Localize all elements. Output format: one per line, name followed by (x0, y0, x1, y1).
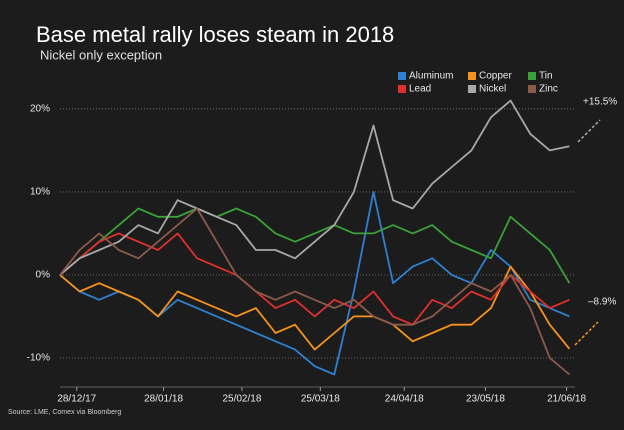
series-line (59, 207, 570, 376)
chart-title: Base metal rally loses steam in 2018 (36, 22, 394, 47)
legend-label: Copper (479, 71, 512, 82)
series-line (59, 191, 570, 376)
y-tick-label: -10% (27, 353, 50, 364)
annotation: +15.5% (583, 97, 617, 108)
legend-label: Tin (539, 71, 553, 82)
x-tick-label: 25/03/18 (301, 394, 340, 405)
legend-swatch (398, 85, 406, 93)
y-tick-label: 20% (30, 104, 50, 115)
legend-label: Zinc (539, 84, 558, 95)
series-line (59, 265, 571, 351)
y-tick-label: 0% (36, 270, 51, 281)
series-line (59, 207, 571, 284)
legend-label: Nickel (479, 84, 506, 95)
chart-subtitle: Nickel only exception (40, 47, 162, 62)
x-tick-label: 21/06/18 (547, 394, 586, 405)
legend-swatch (528, 85, 536, 93)
legend-swatch (468, 72, 476, 80)
legend-swatch (468, 85, 476, 93)
series-line (59, 232, 570, 326)
legend-swatch (528, 72, 536, 80)
annotation-arrow (574, 321, 599, 346)
x-tick-label: 25/02/18 (222, 394, 261, 405)
annotation: –8.9% (588, 297, 616, 308)
x-tick-label: 28/12/17 (57, 394, 96, 405)
x-tick-label: 28/01/18 (144, 394, 183, 405)
source: Source: LME, Comex via Bloomberg (8, 409, 121, 416)
x-tick-label: 24/04/18 (385, 394, 424, 405)
annotation-arrow (577, 119, 601, 143)
legend-label: Lead (409, 84, 431, 95)
y-tick-label: 10% (30, 187, 50, 198)
legend-label: Aluminum (409, 71, 453, 82)
x-tick-label: 23/05/18 (466, 394, 505, 405)
legend-swatch (398, 72, 406, 80)
series-line (59, 99, 570, 276)
